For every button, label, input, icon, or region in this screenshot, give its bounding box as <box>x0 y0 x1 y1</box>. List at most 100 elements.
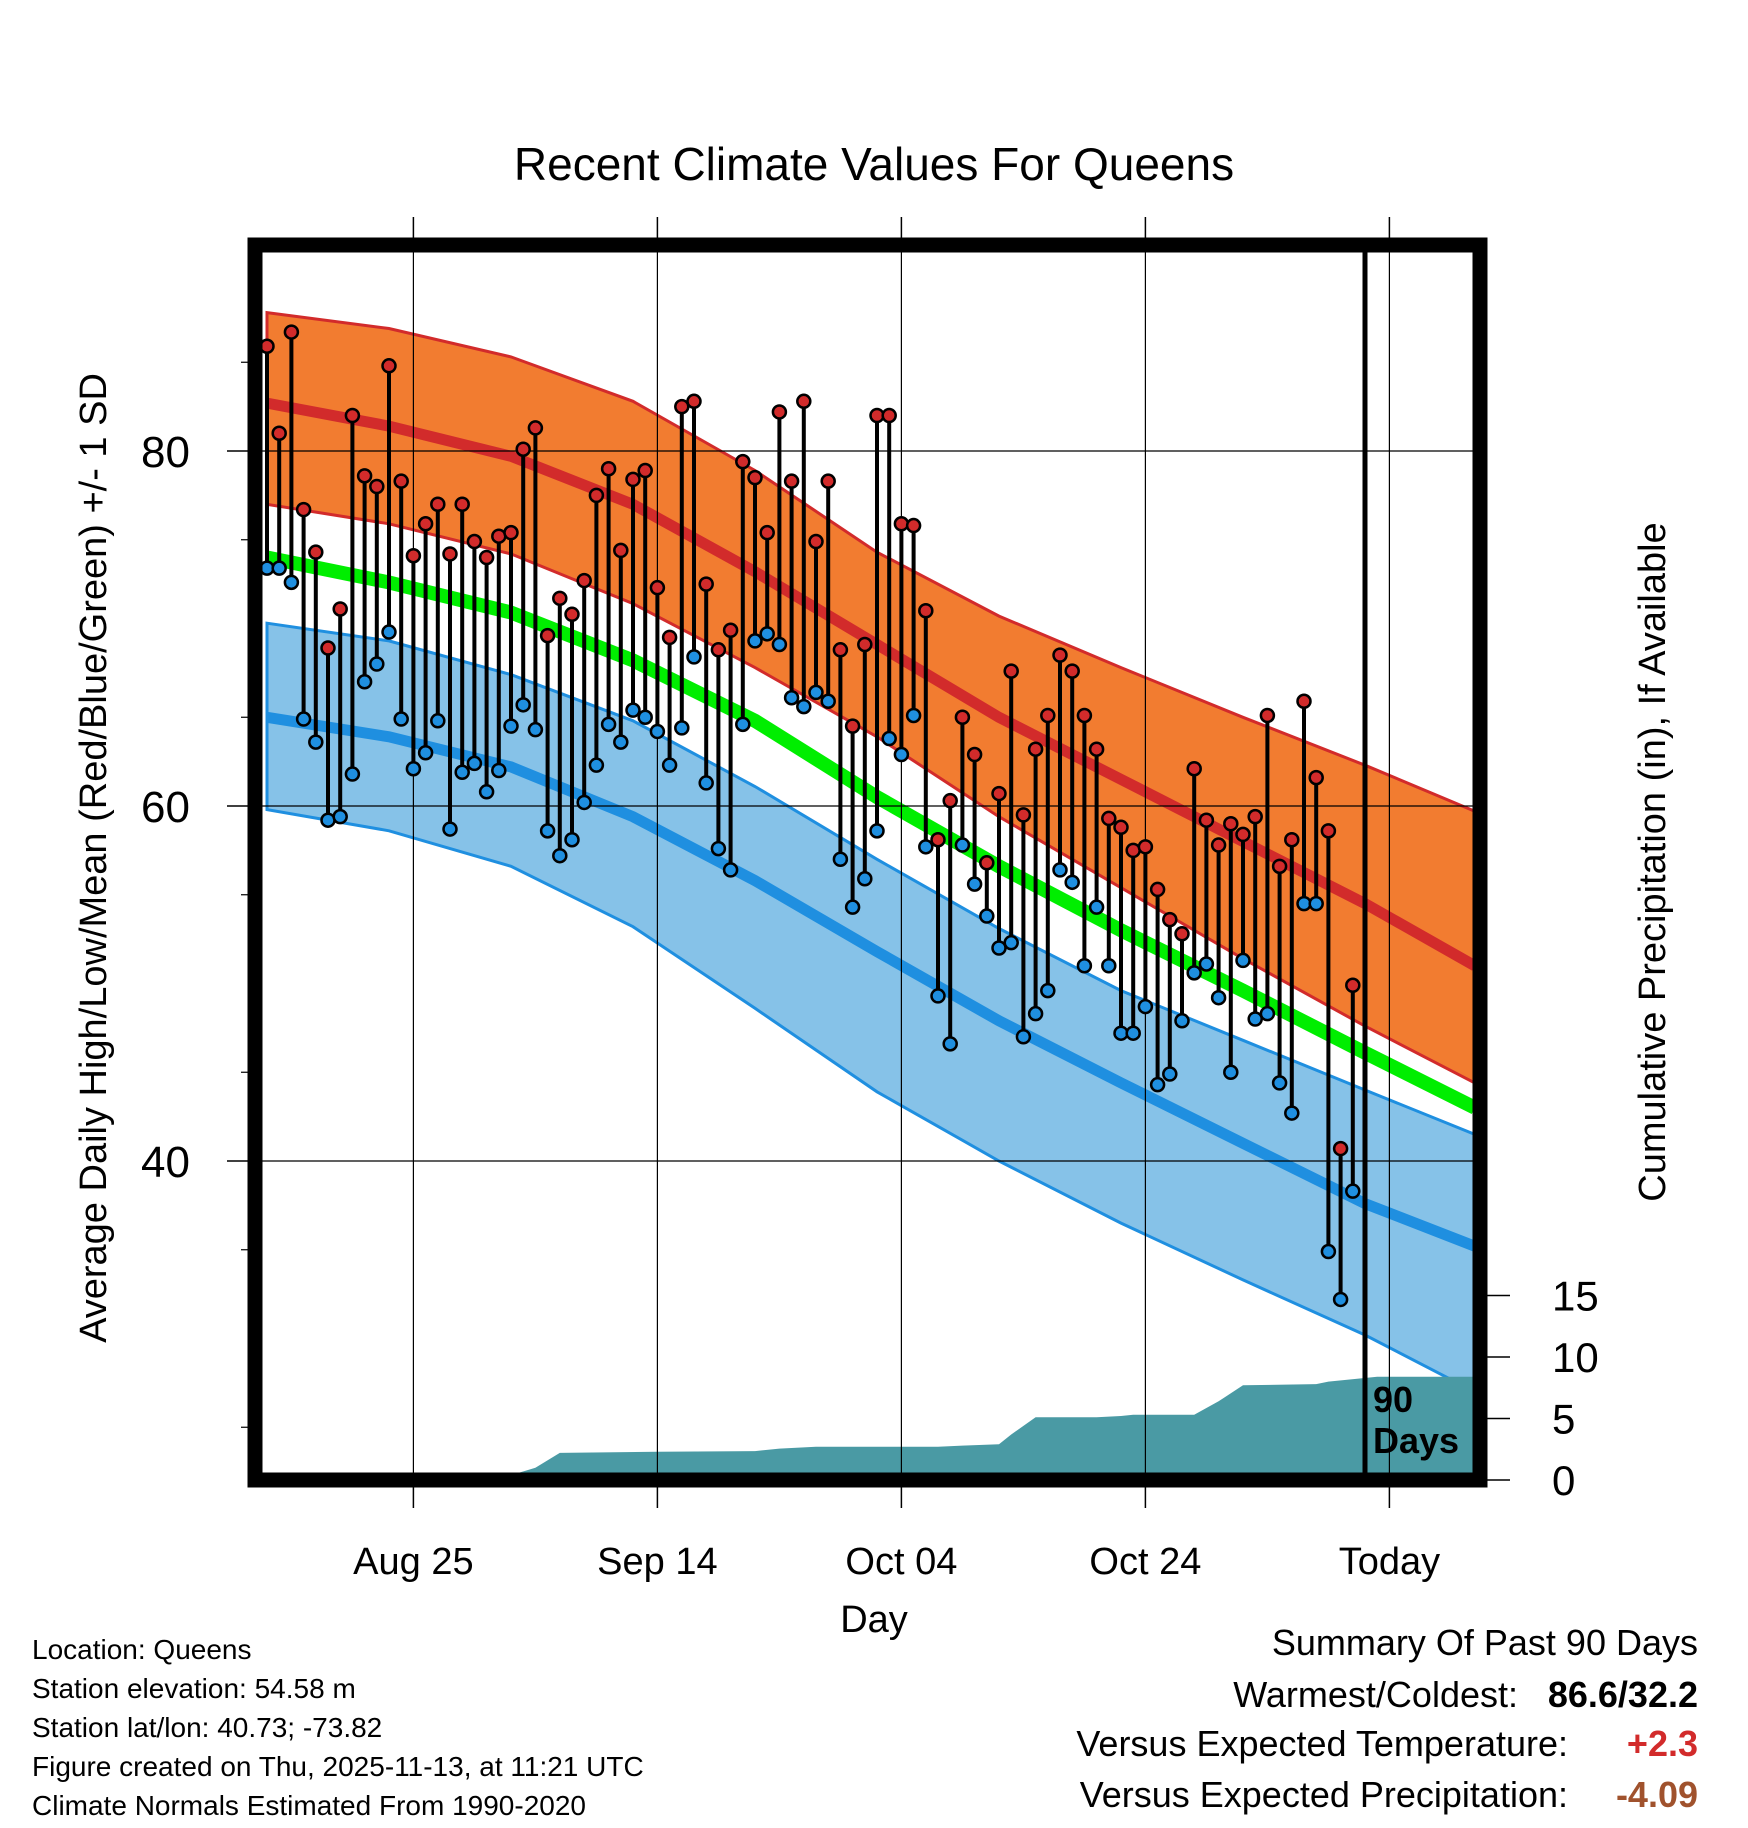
temp-label: Versus Expected Temperature: <box>1076 1723 1568 1764</box>
daily-low-point <box>991 940 1007 956</box>
daily-high-point <box>1345 977 1361 994</box>
daily-low-point <box>1235 952 1251 969</box>
daily-high-point <box>552 590 568 607</box>
daily-high-point <box>722 622 739 639</box>
daily-high-point <box>271 425 287 441</box>
daily-low-point <box>674 720 690 736</box>
daily-low-point <box>1186 965 1202 981</box>
daily-high-point <box>881 407 897 424</box>
daily-low-point <box>893 746 910 763</box>
daily-low-point <box>1332 1291 1349 1308</box>
daily-low-point <box>576 794 592 811</box>
daily-low-point <box>832 851 849 867</box>
daily-high-point <box>1149 881 1166 898</box>
daily-low-point <box>979 908 995 924</box>
daily-low-point <box>844 899 861 915</box>
daily-high-point <box>1137 839 1154 855</box>
daily-low-point <box>783 689 800 706</box>
daily-high-point <box>381 358 397 374</box>
latlon-text: Station lat/lon: 40.73; -73.82 <box>32 1712 383 1743</box>
daily-high-point <box>539 627 556 644</box>
daily-low-point <box>722 862 739 878</box>
daily-high-point <box>442 546 458 562</box>
daily-low-point <box>527 721 544 738</box>
x-tick-label: Oct 24 <box>1089 1541 1201 1583</box>
daily-high-point <box>1223 816 1239 832</box>
daily-low-point <box>1003 934 1019 951</box>
daily-low-point <box>356 674 373 690</box>
daily-low-point <box>1247 1011 1263 1027</box>
daily-high-point <box>564 606 580 623</box>
y2-axis-label: Cumulative Precipitation (in), If Availa… <box>1632 522 1674 1201</box>
daily-low-point <box>1137 998 1154 1015</box>
daily-low-point <box>1259 1005 1276 1022</box>
daily-high-point <box>454 496 470 512</box>
daily-low-point <box>344 766 361 782</box>
daily-low-point <box>1345 1183 1361 1199</box>
daily-high-point <box>1296 693 1312 710</box>
y-tick-label: 80 <box>141 428 190 477</box>
daily-high-point <box>942 792 958 809</box>
daily-high-point <box>735 453 751 470</box>
daily-low-point <box>454 764 470 781</box>
daily-low-point <box>539 823 556 839</box>
daily-low-point <box>869 823 885 839</box>
daily-low-point <box>930 988 946 1004</box>
daily-high-point <box>1162 911 1178 928</box>
daily-low-point <box>1284 1105 1300 1121</box>
daily-low-point <box>564 831 580 848</box>
daily-high-point <box>588 487 605 504</box>
daily-high-point <box>369 478 385 495</box>
daily-low-point <box>649 723 666 740</box>
daily-high-point <box>417 516 434 532</box>
daily-low-point <box>405 760 422 777</box>
daily-high-point <box>893 516 910 532</box>
daily-low-point <box>905 707 922 724</box>
daily-high-point <box>661 629 678 646</box>
daily-high-point <box>771 404 788 420</box>
extremes-value: 86.6/32.2 <box>1547 1674 1698 1715</box>
daily-low-point <box>759 626 775 642</box>
y2-tick-label: 10 <box>1552 1334 1599 1381</box>
chart-title: Recent Climate Values For Queens <box>514 138 1234 190</box>
daily-high-point <box>503 524 519 541</box>
daily-low-point <box>1271 1075 1288 1091</box>
daily-high-point <box>1174 926 1190 942</box>
daily-high-point <box>844 718 861 734</box>
daily-high-point <box>1003 663 1019 679</box>
daily-high-point <box>405 547 422 564</box>
daily-low-point <box>735 716 751 733</box>
daily-high-point <box>649 579 666 596</box>
daily-low-point <box>1052 862 1068 878</box>
daily-high-point <box>966 746 983 763</box>
daily-high-point <box>1198 812 1215 828</box>
daily-high-point <box>1235 826 1251 843</box>
daily-low-point <box>369 656 385 672</box>
daily-high-point <box>930 831 946 848</box>
daily-high-point <box>344 407 361 424</box>
y-tick-label: 40 <box>141 1138 190 1187</box>
daily-high-point <box>393 473 409 489</box>
daily-high-point <box>979 855 995 871</box>
daily-low-point <box>1040 982 1056 999</box>
daily-low-point <box>942 1036 958 1052</box>
daily-high-point <box>1271 858 1288 875</box>
daily-high-point <box>808 533 824 550</box>
x-tick-label: Sep 14 <box>597 1541 717 1583</box>
y-tick-label: 60 <box>141 783 190 832</box>
daily-high-point <box>796 393 812 410</box>
daily-high-point <box>1210 837 1227 853</box>
daily-high-point <box>320 640 336 656</box>
daily-low-point <box>1320 1243 1337 1260</box>
daily-high-point <box>1101 810 1117 827</box>
daily-low-point <box>1027 1005 1044 1022</box>
daily-high-point <box>1332 1140 1349 1157</box>
daily-high-point <box>991 785 1007 802</box>
daily-low-point <box>625 702 641 718</box>
daily-low-point <box>796 698 812 715</box>
daily-low-point <box>1210 989 1227 1006</box>
daily-high-point <box>820 473 836 489</box>
daily-low-point <box>1088 899 1105 915</box>
daily-high-point <box>1308 769 1324 786</box>
cumulative-precip-area <box>267 1376 1475 1480</box>
